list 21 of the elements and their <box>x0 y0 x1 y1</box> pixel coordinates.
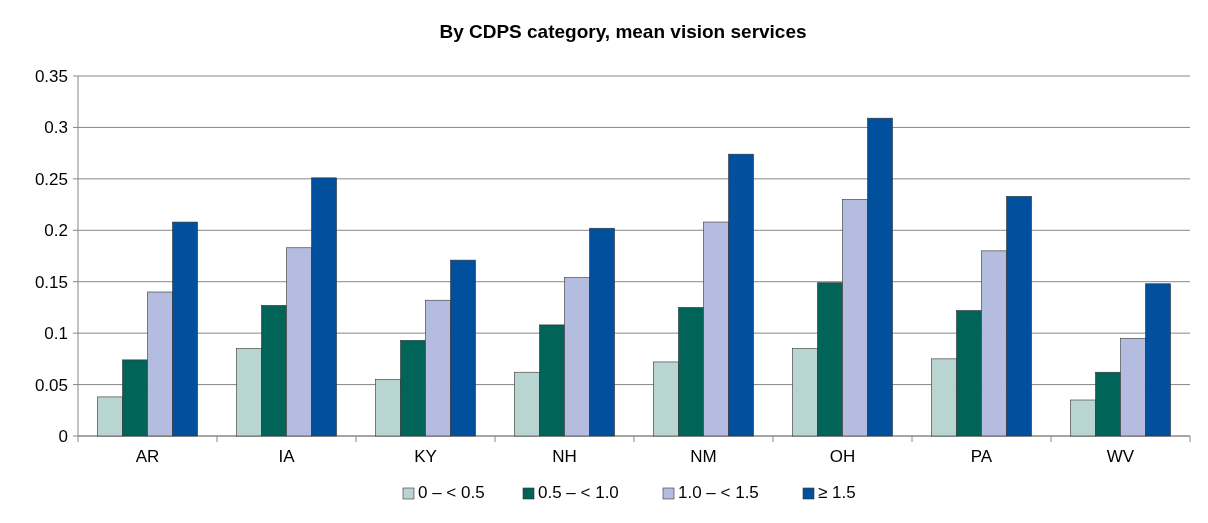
y-tick-label: 0.25 <box>34 169 68 189</box>
legend-label: ≥ 1.5 <box>818 483 856 502</box>
x-tick-label: OH <box>829 447 856 466</box>
x-tick-label: PA <box>970 447 993 466</box>
x-tick-label: NH <box>552 447 577 466</box>
y-tick-label: 0.3 <box>44 118 68 138</box>
legend-label: 0.5 – < 1.0 <box>538 483 619 502</box>
y-tick-label: 0.15 <box>34 272 68 292</box>
x-tick-label: NM <box>690 447 717 466</box>
x-tick-label: WV <box>1106 447 1135 466</box>
x-tick-label: IA <box>278 447 296 466</box>
y-tick-label: 0.35 <box>34 66 68 86</box>
x-tick-label: KY <box>414 447 437 466</box>
y-tick-label: 0 <box>58 426 68 446</box>
y-tick-label: 0.2 <box>44 221 68 241</box>
y-tick-label: 0.1 <box>44 324 68 344</box>
x-tick-label: AR <box>135 447 160 466</box>
chart-title: By CDPS category, mean vision services <box>439 21 807 42</box>
legend-label: 0 – < 0.5 <box>418 483 485 502</box>
legend-label: 1.0 – < 1.5 <box>678 483 759 502</box>
y-tick-label: 0.05 <box>34 375 68 395</box>
